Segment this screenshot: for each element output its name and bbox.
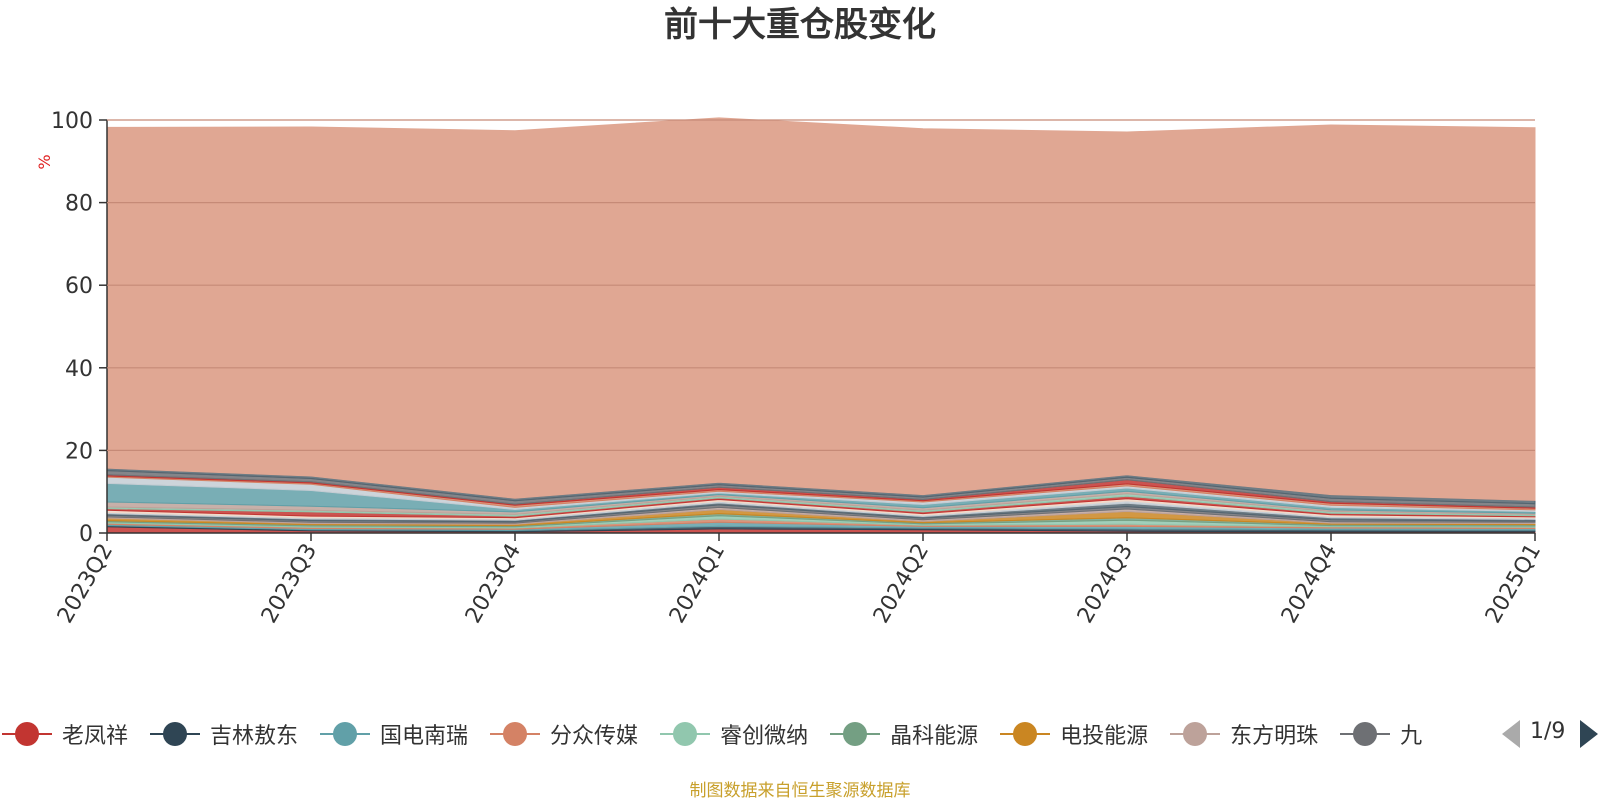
x-tick-label-2024Q2: 2024Q2 — [869, 540, 934, 628]
legend-marker-icon — [1340, 722, 1391, 746]
legend-marker-icon — [490, 722, 541, 746]
y-tick-label-40: 40 — [65, 357, 93, 382]
legend-marker-icon — [1000, 722, 1051, 746]
chart-title: 前十大重仓股变化 — [664, 5, 936, 45]
legend-item-label: 东方明珠 — [1230, 724, 1319, 749]
legend-item-label: 分众传媒 — [550, 724, 639, 749]
legend-item-1[interactable]: 老凤祥 — [2, 712, 128, 756]
legend-marker-icon — [1170, 722, 1221, 746]
legend-item-5[interactable]: 睿创微纳 — [660, 712, 808, 756]
legend-item-8[interactable]: 东方明珠 — [1170, 712, 1318, 756]
legend-item-label: 吉林敖东 — [210, 724, 299, 749]
x-tick-label-2023Q3: 2023Q3 — [257, 540, 322, 628]
legend-item-label: 国电南瑞 — [380, 724, 469, 749]
x-tick-label-2024Q3: 2024Q3 — [1073, 540, 1138, 628]
arrow-right-icon[interactable] — [1580, 720, 1598, 748]
y-tick-label-80: 80 — [65, 192, 93, 217]
legend-item-9[interactable]: 九 — [1340, 712, 1422, 756]
y-tick-label-20: 20 — [65, 439, 93, 464]
legend-marker-icon — [660, 722, 711, 746]
x-tick-label-2025Q1: 2025Q1 — [1481, 540, 1546, 628]
legend-item-3[interactable]: 国电南瑞 — [320, 712, 468, 756]
y-axis-unit-label: % — [35, 154, 54, 169]
x-tick-label-2024Q4: 2024Q4 — [1277, 540, 1342, 628]
series-area-22 — [106, 117, 1536, 501]
legend-item-4[interactable]: 分众传媒 — [490, 712, 638, 756]
arrow-left-icon[interactable] — [1502, 720, 1520, 748]
stacked-area-chart: 0 20 40 60 80 100 2023Q2 2023Q3 2023Q4 2024Q1 2024… — [35, 109, 1546, 628]
legend-item-label: 九 — [1400, 724, 1423, 749]
legend-marker-icon — [150, 722, 201, 746]
x-tick-label-2023Q4: 2023Q4 — [461, 540, 526, 628]
legend-marker-icon — [2, 722, 52, 746]
x-tick-label-2024Q1: 2024Q1 — [665, 540, 730, 628]
legend-marker-icon — [830, 722, 881, 746]
y-tick-label-0: 0 — [79, 522, 93, 547]
legend-item-2[interactable]: 吉林敖东 — [150, 712, 298, 756]
grid-lines — [107, 119, 1535, 451]
legend: 老凤祥 吉林敖东 国电南瑞 分众传媒 睿创微纳 晶科能源 电投能源 东方明珠 九 1/9 — [0, 712, 1600, 756]
legend-item-7[interactable]: 电投能源 — [1000, 712, 1148, 756]
legend-item-6[interactable]: 晶科能源 — [830, 712, 978, 756]
source-note: 制图数据来自恒生聚源数据库 — [689, 781, 911, 801]
legend-item-label: 电投能源 — [1060, 724, 1149, 749]
legend-items: 老凤祥 吉林敖东 国电南瑞 分众传媒 睿创微纳 晶科能源 电投能源 东方明珠 九 — [0, 712, 1482, 756]
area-series-group — [106, 117, 1536, 534]
y-tick-label-100: 100 — [51, 109, 93, 134]
legend-item-label: 睿创微纳 — [720, 724, 809, 749]
legend-marker-icon — [320, 722, 371, 746]
legend-item-label: 晶科能源 — [890, 724, 979, 749]
legend-page-indicator: 1/9 — [1530, 719, 1566, 744]
legend-pager: 1/9 — [1500, 712, 1600, 756]
legend-item-label: 老凤祥 — [62, 724, 129, 749]
x-tick-label-2023Q2: 2023Q2 — [53, 540, 118, 628]
y-tick-label-60: 60 — [65, 274, 93, 299]
